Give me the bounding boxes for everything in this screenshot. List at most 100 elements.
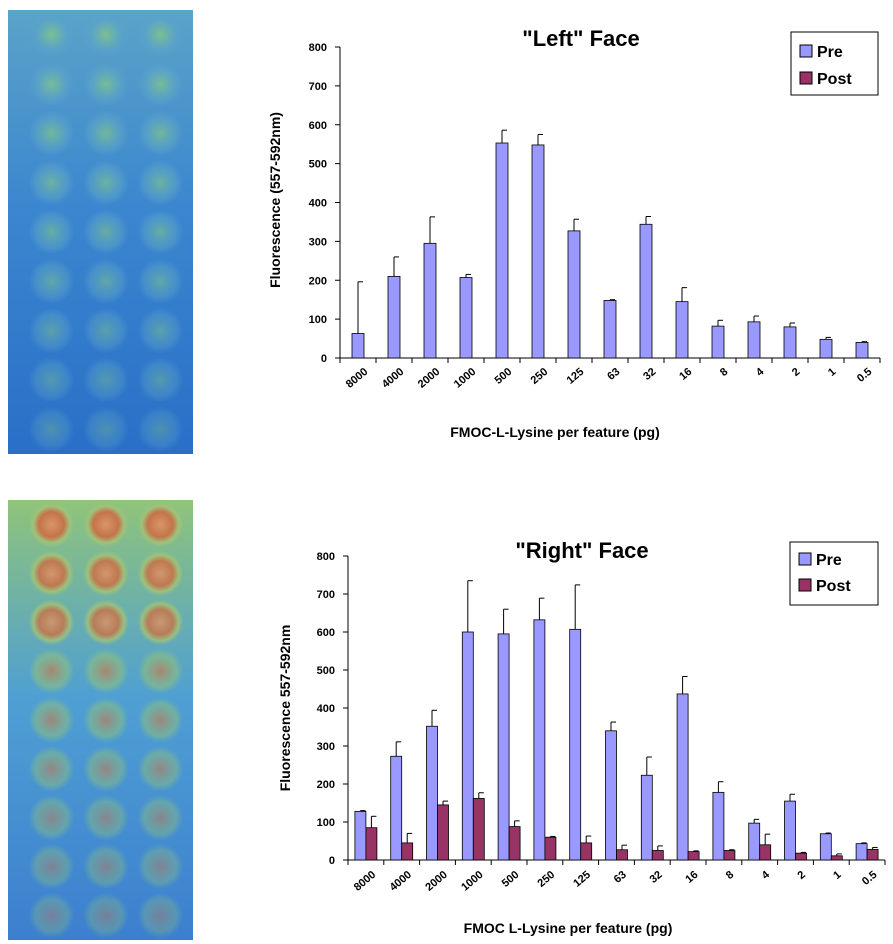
legend-swatch-pre xyxy=(799,44,813,58)
y-axis-label: Fluorescence 557-592nm xyxy=(277,625,293,792)
x-tick-label: 2 xyxy=(790,366,802,379)
x-tick-label: 63 xyxy=(612,869,629,886)
bar-pre xyxy=(784,800,796,861)
array-spot xyxy=(137,406,184,453)
array-spot xyxy=(28,357,75,403)
x-tick-label: 2 xyxy=(795,869,807,882)
bar-pre xyxy=(676,693,689,861)
x-tick-label: 500 xyxy=(493,366,515,387)
array-spot xyxy=(137,61,184,107)
array-spot xyxy=(28,307,75,354)
array-spot xyxy=(28,258,75,305)
array-spot xyxy=(137,794,184,841)
array-spot xyxy=(137,307,184,354)
array-spot xyxy=(137,648,184,694)
array-spot xyxy=(28,406,75,453)
y-tick-label: 800 xyxy=(317,551,335,563)
x-axis-label: FMOC-L-Lysine per feature (pg) xyxy=(450,424,660,440)
legend-label-pre: Pre xyxy=(816,552,842,569)
y-tick-label: 600 xyxy=(309,120,327,132)
y-tick-label: 700 xyxy=(317,589,335,601)
y-tick-label: 0 xyxy=(321,353,327,365)
x-tick-label: 250 xyxy=(535,869,557,890)
bar-pre xyxy=(747,321,761,359)
bar-pre xyxy=(426,725,438,861)
array-spot xyxy=(137,599,184,646)
bar-post xyxy=(723,850,736,861)
x-tick-label: 2000 xyxy=(416,366,442,391)
array-spot xyxy=(83,11,129,58)
array-spot xyxy=(28,746,75,792)
array-spot xyxy=(83,209,129,255)
array-spot xyxy=(137,11,184,58)
bar-pre xyxy=(461,631,474,861)
bar-pre xyxy=(748,822,761,861)
bar-pre xyxy=(605,730,617,861)
chart-legend: Pre Post xyxy=(790,31,879,96)
bar-post xyxy=(580,842,593,861)
array-spot xyxy=(83,501,129,548)
array-spot xyxy=(28,110,75,157)
array-spot xyxy=(28,794,75,841)
array-spot xyxy=(28,209,75,255)
y-tick-label: 0 xyxy=(329,855,335,867)
array-spot xyxy=(83,307,129,354)
array-spot xyxy=(83,746,129,792)
legend-label-pre: Pre xyxy=(817,44,843,61)
right-face-fluorescence-image xyxy=(8,500,193,940)
x-tick-label: 4 xyxy=(754,365,767,379)
bar-pre xyxy=(711,325,725,359)
array-spot xyxy=(83,406,129,453)
bar-pre xyxy=(783,326,797,359)
x-tick-label: 1000 xyxy=(459,869,485,894)
legend-label-post: Post xyxy=(816,578,851,595)
x-tick-label: 8000 xyxy=(344,366,370,391)
left-microarray-image xyxy=(8,10,193,454)
bar-pre xyxy=(569,628,582,861)
y-tick-label: 100 xyxy=(309,314,327,326)
array-spot xyxy=(137,843,184,890)
x-tick-label: 125 xyxy=(571,869,593,890)
array-spot xyxy=(137,159,184,206)
array-spot xyxy=(83,258,129,305)
array-spot xyxy=(137,209,184,255)
x-tick-label: 1 xyxy=(826,366,838,379)
x-tick-label: 32 xyxy=(648,869,665,886)
array-spot xyxy=(28,892,75,939)
bar-pre xyxy=(639,223,653,359)
chart-title: "Right" Face xyxy=(515,538,648,563)
bar-pre xyxy=(495,142,509,359)
y-tick-label: 400 xyxy=(309,198,327,210)
x-tick-label: 8000 xyxy=(352,869,378,894)
x-tick-label: 32 xyxy=(641,366,658,383)
x-tick-label: 125 xyxy=(565,366,587,387)
bar-pre xyxy=(423,242,437,359)
array-spot xyxy=(28,697,75,743)
array-spot xyxy=(28,61,75,107)
x-tick-label: 8 xyxy=(718,366,730,379)
x-tick-label: 4000 xyxy=(380,366,406,391)
legend-label-post: Post xyxy=(817,71,852,88)
y-tick-label: 200 xyxy=(309,275,327,287)
legend-swatch-pre xyxy=(798,552,812,566)
bar-pre xyxy=(387,275,401,359)
x-axis-label: FMOC L-Lysine per feature (pg) xyxy=(464,920,673,936)
array-spot xyxy=(137,357,184,403)
array-spot xyxy=(137,550,184,597)
array-spot xyxy=(137,501,184,548)
array-spot xyxy=(83,550,129,597)
array-spot xyxy=(28,599,75,646)
x-tick-label: 0.5 xyxy=(855,366,874,385)
bar-post xyxy=(795,852,807,861)
y-tick-label: 200 xyxy=(317,779,335,791)
bar-pre xyxy=(459,277,473,359)
bar-pre xyxy=(603,300,617,359)
bar-pre xyxy=(819,833,832,861)
array-spot xyxy=(28,550,75,597)
bar-pre xyxy=(712,791,725,861)
array-spot xyxy=(83,794,129,841)
bar-pre xyxy=(567,230,581,359)
y-axis-label: Fluorescence (557-592nm) xyxy=(267,112,283,288)
chart-legend: Pre Post xyxy=(789,541,879,606)
x-tick-label: 250 xyxy=(529,366,551,387)
